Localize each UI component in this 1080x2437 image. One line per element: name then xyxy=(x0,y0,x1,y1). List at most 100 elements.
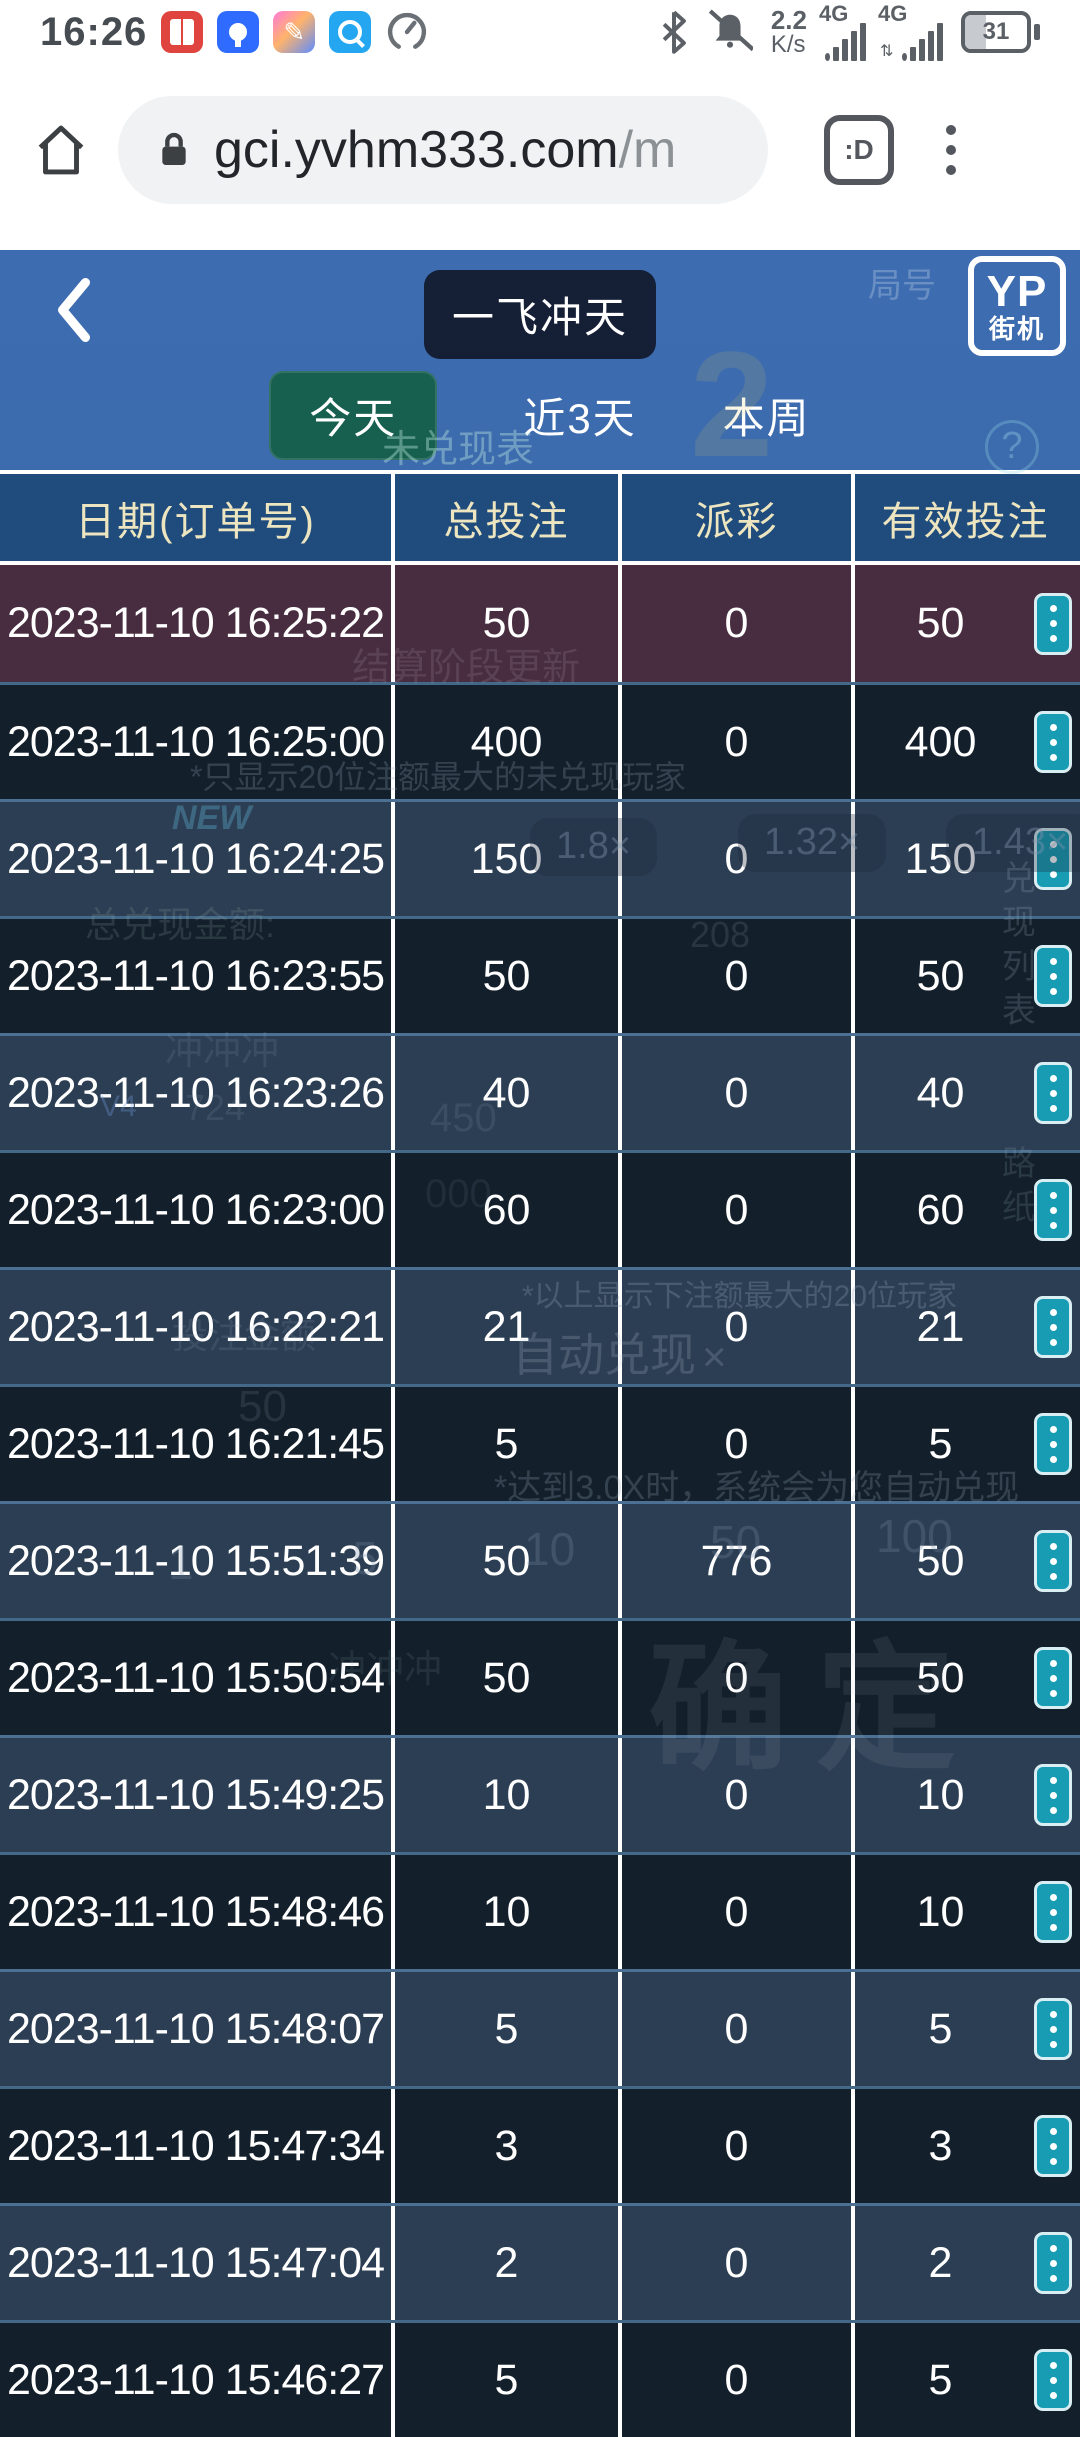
order-date: 2023-11-10 16:23:26 xyxy=(0,1036,395,1150)
kebab-dot-icon xyxy=(1049,1074,1057,1082)
order-date: 2023-11-10 16:21:45 xyxy=(0,1387,395,1501)
payout: 0 xyxy=(622,565,855,682)
back-button[interactable] xyxy=(48,278,100,342)
kebab-dot-icon xyxy=(1049,1923,1057,1931)
kebab-dot-icon xyxy=(1049,753,1057,761)
address-bar[interactable]: gci.yvhm333.com/m xyxy=(118,96,768,204)
kebab-dot-icon xyxy=(1049,987,1057,995)
row-actions-button[interactable] xyxy=(1034,1413,1072,1475)
notification-app-icon-brush: ✎ xyxy=(273,11,316,53)
payout: 0 xyxy=(622,1036,855,1150)
url-text: gci.yvhm333.com/m xyxy=(214,121,677,179)
kebab-dot-icon xyxy=(1049,1221,1057,1229)
tab-today[interactable]: 今天 xyxy=(269,370,438,460)
kebab-dot-icon xyxy=(1049,840,1057,848)
row-actions-button[interactable] xyxy=(1034,2349,1072,2411)
table-row: 2023-11-10 16:25:00 400 0 400 xyxy=(0,682,1080,799)
row-actions-button[interactable] xyxy=(1034,2115,1072,2177)
table-row: 2023-11-10 16:21:45 5 0 5 xyxy=(0,1384,1080,1501)
table-row: 2023-11-10 15:50:54 50 0 50 xyxy=(0,1618,1080,1735)
kebab-dot-icon xyxy=(1049,1542,1057,1550)
payout: 0 xyxy=(622,1153,855,1267)
url-path: /m xyxy=(618,121,677,179)
total-bet: 5 xyxy=(395,1387,622,1501)
game-page: ★ 一飞冲天 YP 街机 今天 近3天 本周 日期(订单号) 总投注 派彩 有效… xyxy=(0,250,1080,2437)
status-bar: 16:26 ✎ 2.2 K/s xyxy=(0,0,1080,64)
notification-app-icon-red xyxy=(161,11,204,53)
row-actions-button[interactable] xyxy=(1034,1530,1072,1592)
row-actions-button[interactable] xyxy=(1034,2232,1072,2294)
home-button[interactable] xyxy=(30,119,92,181)
row-actions-button[interactable] xyxy=(1034,828,1072,890)
kebab-dot-icon xyxy=(1049,1659,1057,1667)
kebab-dot-icon xyxy=(1049,2376,1057,2384)
tab-switcher-button[interactable]: :D xyxy=(824,115,894,185)
row-actions-button[interactable] xyxy=(1034,1881,1072,1943)
order-date: 2023-11-10 15:50:54 xyxy=(0,1621,395,1735)
payout: 0 xyxy=(622,1738,855,1852)
table-row: 2023-11-10 15:46:27 5 0 5 xyxy=(0,2320,1080,2437)
kebab-dot-icon xyxy=(1049,1323,1057,1331)
kebab-dot-icon xyxy=(1049,2142,1057,2150)
row-actions-button[interactable] xyxy=(1034,711,1072,773)
order-date: 2023-11-10 16:22:21 xyxy=(0,1270,395,1384)
kebab-dot-icon xyxy=(1049,1806,1057,1814)
kebab-dot-icon xyxy=(1049,2040,1057,2048)
order-date: 2023-11-10 15:46:27 xyxy=(0,2323,395,2437)
tab-last-3-days[interactable]: 近3天 xyxy=(523,394,637,442)
battery-percent: 31 xyxy=(982,18,1010,45)
tab-this-week[interactable]: 本周 xyxy=(722,394,811,442)
lock-icon[interactable] xyxy=(154,126,194,174)
order-date: 2023-11-10 15:47:34 xyxy=(0,2089,395,2203)
kebab-dot-icon xyxy=(1049,2259,1057,2267)
row-actions-button[interactable] xyxy=(1034,945,1072,1007)
browser-menu-button[interactable] xyxy=(946,125,956,175)
kebab-dot-icon xyxy=(1049,1206,1057,1214)
row-actions-button[interactable] xyxy=(1034,1764,1072,1826)
signal-bars-sim2: 4G ⇅ xyxy=(878,1,943,61)
row-actions-button[interactable] xyxy=(1034,1998,1072,2060)
kebab-dot-icon xyxy=(1049,1791,1057,1799)
kebab-dot-icon xyxy=(1049,2157,1057,2165)
kebab-dot-icon xyxy=(1049,1908,1057,1916)
row-actions-button[interactable] xyxy=(1034,1179,1072,1241)
bulb-icon xyxy=(229,23,248,47)
kebab-dot-icon xyxy=(1049,1338,1057,1346)
kebab-dot-icon xyxy=(1049,870,1057,878)
order-date: 2023-11-10 16:23:55 xyxy=(0,919,395,1033)
date-range-tabs: 今天 近3天 本周 xyxy=(0,360,1080,470)
kebab-dot-icon xyxy=(1049,1104,1057,1112)
payout: 0 xyxy=(622,685,855,799)
row-actions-button[interactable] xyxy=(1034,592,1072,655)
signal-bars-sim1: 4G xyxy=(819,1,866,61)
row-actions-button[interactable] xyxy=(1034,1647,1072,1709)
valid-bet: 50 xyxy=(855,1504,1076,1618)
order-date: 2023-11-10 16:24:25 xyxy=(0,802,395,916)
order-date: 2023-11-10 16:25:00 xyxy=(0,685,395,799)
data-arrows-icon: ⇅ xyxy=(880,43,893,60)
total-bet: 40 xyxy=(395,1036,622,1150)
table-row: 2023-11-10 16:24:25 150 0 150 xyxy=(0,799,1080,916)
row-actions-button[interactable] xyxy=(1034,1296,1072,1358)
total-bet: 5 xyxy=(395,1972,622,2086)
valid-bet: 3 xyxy=(855,2089,1076,2203)
total-bet: 21 xyxy=(395,1270,622,1384)
kebab-dot-icon xyxy=(1049,1674,1057,1682)
table-row: 2023-11-10 15:47:04 2 0 2 xyxy=(0,2203,1080,2320)
valid-bet: 21 xyxy=(855,1270,1076,1384)
kebab-dot-icon xyxy=(1049,972,1057,980)
gauge-icon xyxy=(385,10,429,54)
column-header-payout: 派彩 xyxy=(622,474,855,561)
payout: 776 xyxy=(622,1504,855,1618)
table-row: 2023-11-10 16:23:55 50 0 50 xyxy=(0,916,1080,1033)
row-actions-button[interactable] xyxy=(1034,1062,1072,1124)
total-bet: 50 xyxy=(395,1621,622,1735)
total-bet: 50 xyxy=(395,1504,622,1618)
kebab-dot-icon xyxy=(1049,1308,1057,1316)
total-bet: 60 xyxy=(395,1153,622,1267)
total-bet: 10 xyxy=(395,1738,622,1852)
total-bet: 50 xyxy=(395,565,622,682)
kebab-dot-icon xyxy=(1049,1893,1057,1901)
payout: 0 xyxy=(622,1621,855,1735)
browser-toolbar: gci.yvhm333.com/m :D xyxy=(0,64,1080,250)
